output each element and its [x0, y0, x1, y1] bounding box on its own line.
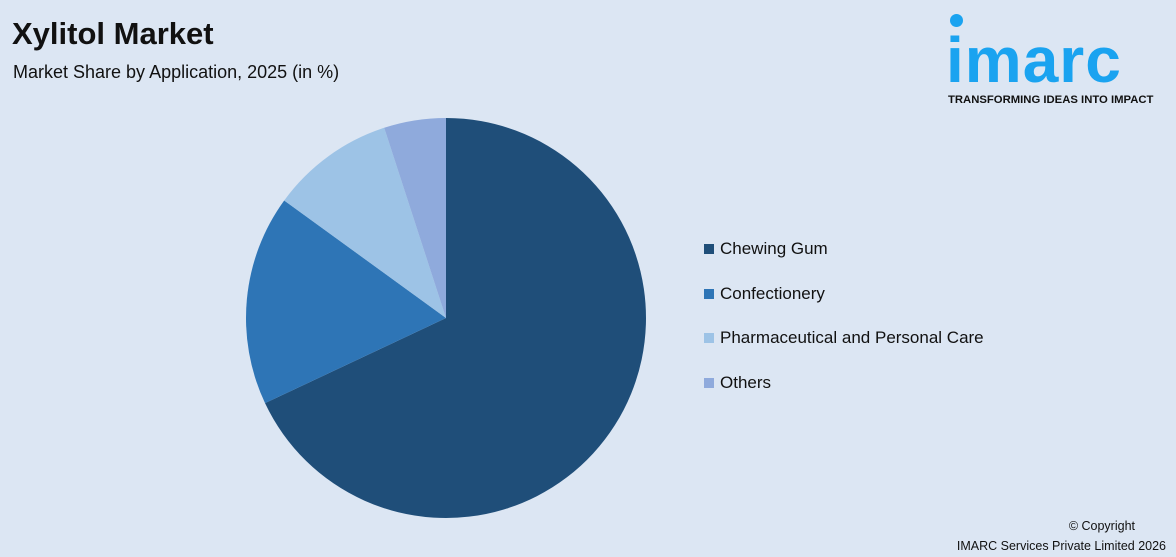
- pie-slice-others: [384, 118, 446, 318]
- copyright-company: IMARC Services Private Limited 2026: [956, 539, 1166, 553]
- legend-label: Others: [720, 373, 772, 393]
- copyright-label: © Copyright: [1068, 519, 1135, 533]
- legend-swatch: [704, 378, 714, 389]
- logo-dot: [950, 14, 963, 27]
- legend-label: Chewing Gum: [720, 239, 828, 258]
- legend-item: Pharmaceutical and Personal Care: [704, 327, 984, 349]
- legend-label: Confectionery: [720, 283, 825, 303]
- pie-slice-confectionery: [246, 200, 446, 404]
- pie-slice-pharmaceutical-and-personal-care: [284, 127, 446, 318]
- copyright: © Copyright IMARC Services Private Limit…: [957, 516, 1166, 556]
- legend: Chewing Gum Confectionery Pharmaceutical a…: [704, 238, 984, 417]
- pie-slice-chewing-gum: [265, 118, 646, 518]
- logo-tagline: TRANSFORMING IDEAS INTO IMPACT: [948, 94, 1154, 106]
- legend-item: Confectionery: [704, 283, 984, 305]
- legend-swatch: [704, 333, 714, 344]
- legend-swatch: [704, 244, 714, 254]
- chart-title: Xylitol Market: [12, 16, 214, 51]
- legend-swatch: [704, 288, 714, 299]
- imarc-logo: imarc TRANSFORMING IDEAS INTO IMPACT: [946, 12, 1170, 112]
- logo-word: imarc: [946, 24, 1122, 96]
- legend-label: Pharmaceutical and Personal Care: [720, 328, 984, 348]
- chart-subtitle: Market Share by Application, 2025 (in %): [13, 62, 340, 82]
- legend-item: Chewing Gum: [704, 238, 984, 260]
- legend-item: Others: [704, 372, 984, 394]
